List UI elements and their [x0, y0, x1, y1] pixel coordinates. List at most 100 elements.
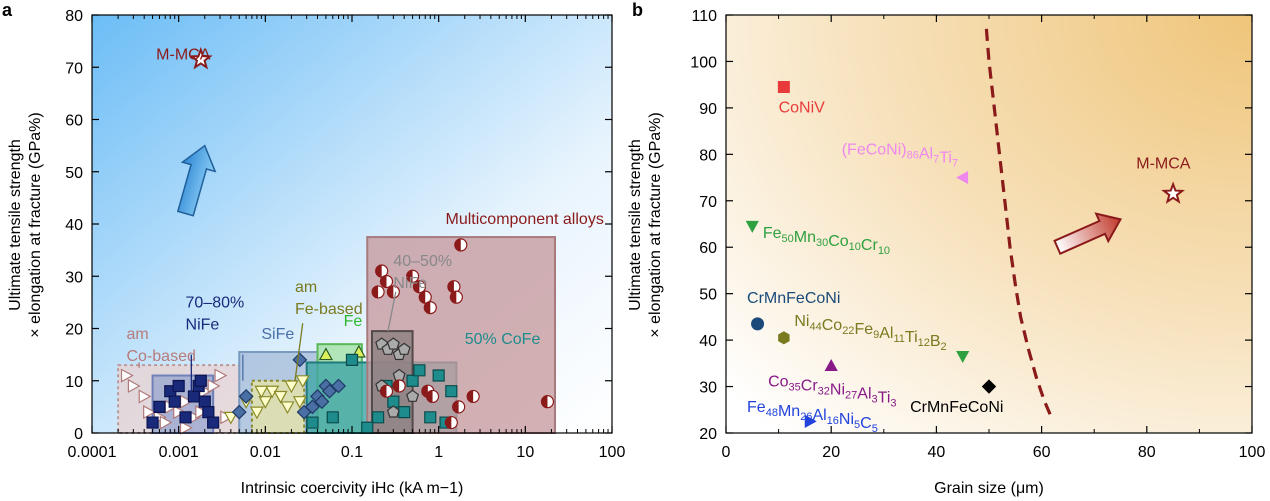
- label-part: Fe: [763, 225, 782, 242]
- data-point-b-9: [1161, 181, 1185, 204]
- data-point-a-0-14: [179, 420, 193, 435]
- label-part: 32: [818, 386, 830, 398]
- label-part: 35: [789, 382, 801, 394]
- y-tick-label-b: 110: [691, 8, 717, 25]
- data-point-b-8: [804, 414, 817, 428]
- data-point-a-1-8: [198, 395, 211, 408]
- data-point-a-7-7: [412, 280, 427, 294]
- data-point-a-1-5: [179, 411, 192, 424]
- chart-panel-b: CoNiV(FeCoNi)86Al7Ti7Fe50Mn30Co10Cr10CrM…: [627, 8, 1265, 497]
- label-part: Cr: [801, 378, 819, 395]
- data-point-a-7-17: [466, 389, 480, 404]
- point-half-fill: [372, 285, 379, 298]
- data-point-a-2-2: [249, 406, 264, 420]
- x-tick-label-b: 80: [1138, 444, 1156, 461]
- label-part: Ni: [839, 411, 854, 428]
- data-point-a-5-13: [361, 421, 374, 434]
- annotation-cofe-50: 50% CoFe: [465, 331, 541, 348]
- label-part: 22: [842, 325, 854, 337]
- x-tick-label-a: 0.001: [159, 444, 199, 461]
- y-axis-label-b-line1: Ultimate tensile strength: [627, 139, 644, 311]
- x-tick-label-a: 100: [599, 444, 626, 461]
- label-part: Co: [822, 317, 843, 334]
- y-tick-label-a: 50: [65, 165, 83, 182]
- annotation-nife-40-50: 40–50% NiFe: [393, 253, 452, 292]
- y-tick-label-b: 70: [699, 194, 717, 211]
- label-part: Mn: [794, 229, 816, 246]
- label-part: 11: [893, 333, 904, 345]
- data-point-b-6: [956, 350, 970, 363]
- annotation-nife-70-80: 70–80% NiFe: [186, 295, 245, 334]
- up-arrow-a: [176, 144, 217, 217]
- data-point-a-2-7: [284, 380, 299, 394]
- points-b: [745, 80, 1185, 428]
- data-point-b-5: [824, 359, 838, 372]
- annotation-m-mca: M-MCA: [156, 46, 211, 63]
- data-point-a-7-2: [379, 274, 394, 289]
- y-axis-label-a-line1: Ultimate tensile strength: [7, 139, 24, 311]
- data-point-a-7-8: [418, 290, 432, 304]
- axes-b: 0 20 40 60 80 100 20 30 40 50 60 70 80 90 100 110: [690, 8, 1265, 461]
- data-point-a-2-8: [292, 396, 307, 409]
- mmca-star-a: [188, 46, 213, 70]
- y-tick-label-a: 10: [65, 374, 83, 391]
- annotation-line: am: [126, 326, 148, 343]
- label-part: Fe: [854, 321, 873, 338]
- data-point-a-0-12: [214, 368, 228, 383]
- label-part: 16: [827, 415, 839, 427]
- point-half-fill: [380, 275, 387, 288]
- data-point-b-2: [745, 220, 759, 233]
- point-label-b-9: M-MCA: [1136, 155, 1191, 172]
- data-point-a-0-5: [159, 415, 173, 430]
- data-point-a-1-6: [187, 390, 201, 403]
- y-tick-label-b: 40: [699, 333, 717, 350]
- point-half-fill: [541, 395, 548, 408]
- point-label-b-8: Fe48Mn26Al16Ni5C5: [747, 399, 878, 435]
- data-point-b-1: [956, 170, 969, 185]
- x-tick-label-a: 0.1: [341, 444, 363, 461]
- data-point-a-0-0: [120, 368, 134, 383]
- data-point-a-5-7: [406, 374, 419, 387]
- point-label-b-4: Ni44Co22Fe9Al11Ti12B2: [794, 313, 946, 353]
- x-tick-label-a: 10: [516, 444, 534, 461]
- data-point-a-1-11: [207, 416, 220, 429]
- data-point-a-7-18: [540, 395, 555, 409]
- point-label-b-1: (FeCoNi)86Al7Ti7: [842, 141, 958, 169]
- point-half-fill: [406, 270, 413, 283]
- data-point-a-1-9: [202, 406, 215, 419]
- y-tick-label-a: 60: [65, 113, 83, 130]
- x-tick-label-a: 0.0001: [68, 444, 117, 461]
- annotation-line: Fe-based: [295, 301, 363, 318]
- label-part: B: [930, 333, 941, 350]
- data-point-a-3-6: [314, 394, 330, 410]
- data-point-a-2-9: [295, 375, 310, 389]
- annotation-multicomponent: Multicomponent alloys: [446, 211, 604, 228]
- x-axis-label-b: Grain size (μm): [934, 480, 1044, 497]
- annotation-line: 40–50%: [393, 253, 452, 270]
- up-arrow-shape: [176, 144, 217, 217]
- label-part: Co: [768, 374, 789, 391]
- point-label-b-0: CoNiV: [779, 100, 826, 117]
- labels-b: CoNiV(FeCoNi)86Al7Ti7Fe50Mn30Co10Cr10CrM…: [747, 100, 1191, 436]
- annotation-line: SiFe: [261, 326, 294, 343]
- data-point-a-7-5: [392, 379, 406, 393]
- panel-letter-a: a: [2, 0, 13, 20]
- label-part: Fe: [747, 399, 766, 416]
- y-axis-label-b-line2: × elongation at fracture (GPa%): [647, 112, 664, 337]
- x-tick-label-b: 0: [722, 444, 731, 461]
- data-point-a-7-15: [452, 400, 466, 414]
- label-part: Co: [828, 233, 849, 250]
- data-point-a-5-10: [432, 369, 445, 382]
- annotation-line: Multicomponent alloys: [446, 211, 604, 228]
- data-point-a-6-4: [397, 342, 411, 355]
- data-point-a-1-4: [172, 379, 185, 393]
- label-part: 10: [849, 241, 861, 253]
- data-point-a-5-0: [306, 416, 319, 429]
- label-part: Al: [812, 407, 826, 424]
- label-part: 3: [872, 394, 878, 406]
- x-tick-label-b: 100: [1239, 444, 1266, 461]
- annotation-line: 70–80%: [186, 295, 245, 312]
- points-a: [120, 46, 555, 435]
- data-point-a-6-6: [386, 405, 400, 418]
- right-arrow-b: [1053, 212, 1123, 255]
